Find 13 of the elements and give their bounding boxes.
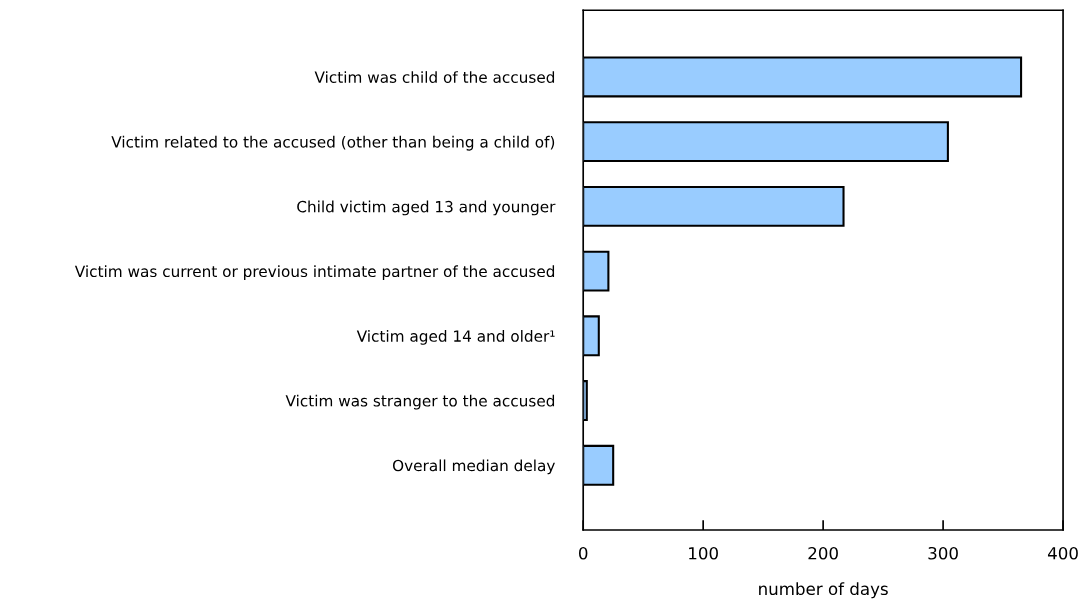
x-axis-title: number of days [759, 582, 888, 599]
y-tick-label: Child victim aged 13 and younger [297, 200, 556, 216]
x-tick-label: 400 [1047, 546, 1078, 560]
y-tick-label: Victim aged 14 and older¹ [356, 330, 555, 345]
y-tick-label: Overall median delay [392, 459, 555, 475]
y-tick-label: Victim was stranger to the accused [285, 394, 555, 410]
y-tick-label: Victim related to the accused (other than being a child of) [111, 135, 555, 151]
x-tick-label: 100 [689, 546, 718, 560]
y-tick-label: Victim was child of the accused [314, 71, 555, 83]
x-tick-label: 200 [808, 546, 838, 560]
x-tick-label: 300 [928, 546, 958, 560]
y-tick-label: Victim was current or previous intimate partner of the accused [74, 265, 555, 281]
x-tick-label: 0 [578, 546, 588, 560]
